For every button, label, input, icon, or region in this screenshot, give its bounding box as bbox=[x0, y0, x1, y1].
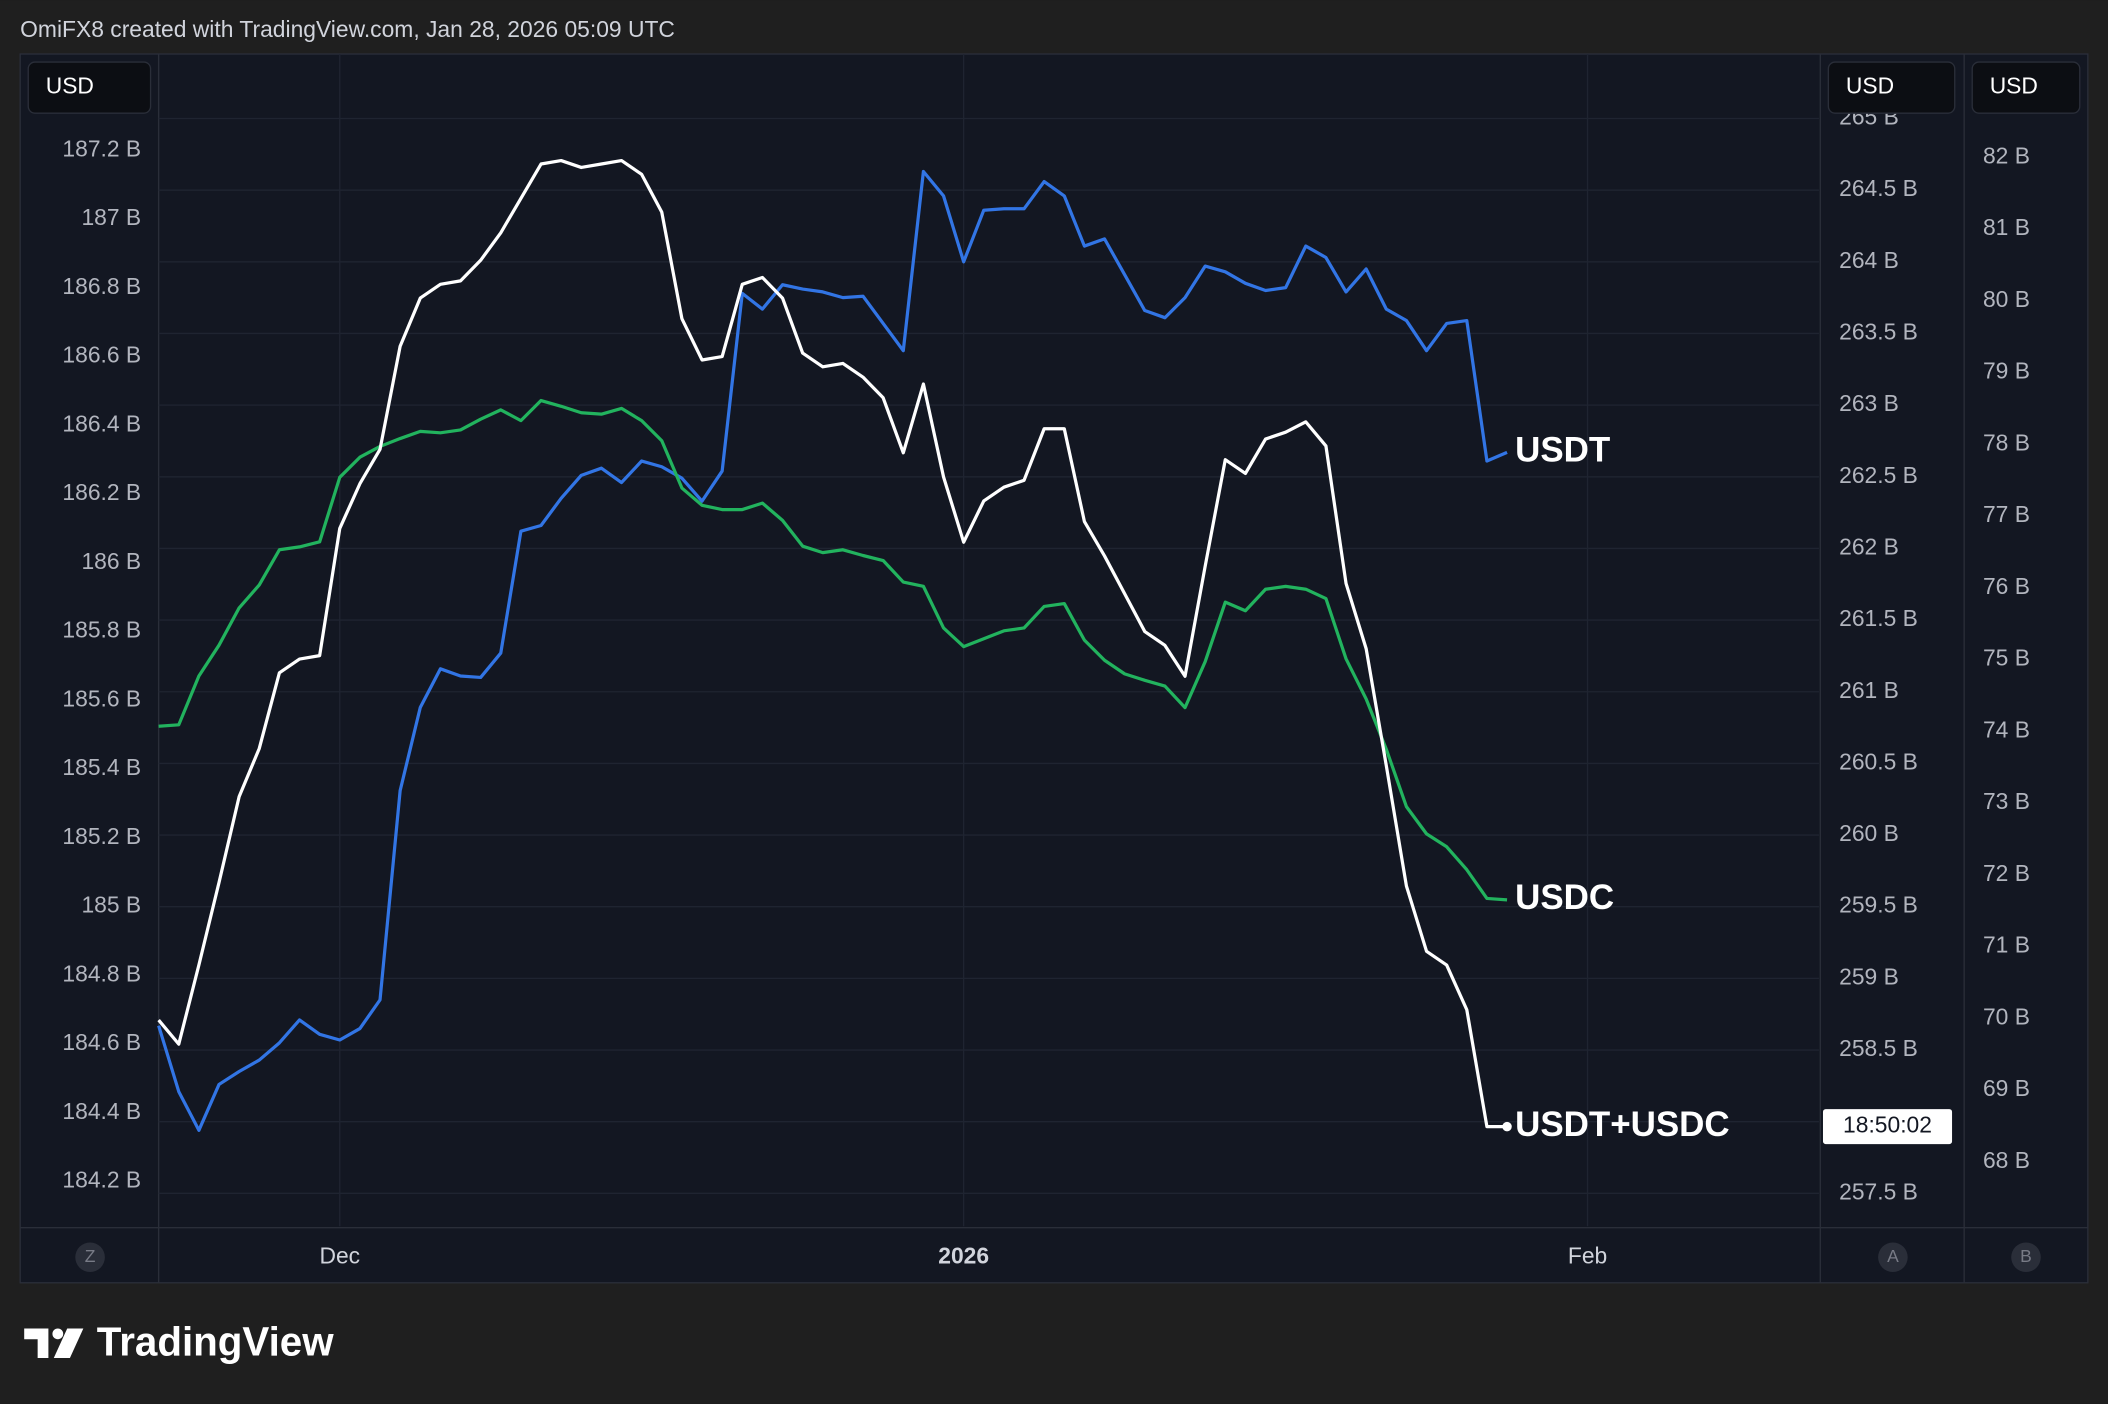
y-tick-label: 262.5 B bbox=[1839, 462, 1918, 488]
scale-button[interactable] bbox=[75, 1242, 105, 1273]
y-tick-label: 264.5 B bbox=[1839, 175, 1918, 201]
scale-button-label[interactable]: Z bbox=[85, 1246, 96, 1266]
y-tick-label: 260 B bbox=[1839, 820, 1899, 846]
y-tick-label: 77 B bbox=[1983, 501, 2030, 527]
y-tick-label: 185.4 B bbox=[62, 754, 141, 780]
y-tick-label: 68 B bbox=[1983, 1147, 2030, 1173]
y-tick-label: 261.5 B bbox=[1839, 605, 1918, 631]
logo-mark bbox=[52, 1328, 64, 1340]
y-tick-label: 260.5 B bbox=[1839, 748, 1918, 774]
y-tick-label: 187.2 B bbox=[62, 135, 141, 161]
y-tick-label: 263.5 B bbox=[1839, 318, 1918, 344]
y-tick-label: 258.5 B bbox=[1839, 1035, 1918, 1061]
series-line bbox=[157, 158, 1508, 1129]
y-tick-label: 82 B bbox=[1983, 142, 2030, 168]
currency-box[interactable] bbox=[1971, 61, 2081, 114]
scale-button-label[interactable]: B bbox=[2020, 1246, 2032, 1266]
currency-label[interactable]: USD bbox=[1846, 73, 1894, 99]
x-tick-label: Dec bbox=[319, 1242, 360, 1268]
y-tick-label: 185 B bbox=[81, 892, 141, 918]
y-tick-label: 69 B bbox=[1983, 1075, 2030, 1101]
y-tick-label: 259 B bbox=[1839, 963, 1899, 989]
y-tick-label: 257.5 B bbox=[1839, 1178, 1918, 1204]
y-tick-label: 76 B bbox=[1983, 573, 2030, 599]
y-tick-label: 186.8 B bbox=[62, 273, 141, 299]
y-tick-label: 78 B bbox=[1983, 429, 2030, 455]
currency-box[interactable] bbox=[1827, 61, 1956, 114]
y-tick-label: 71 B bbox=[1983, 932, 2030, 958]
last-point bbox=[1502, 1121, 1512, 1132]
y-tick-label: 184.4 B bbox=[62, 1098, 141, 1124]
scale-button[interactable] bbox=[1878, 1242, 1908, 1273]
y-tick-label: 262 B bbox=[1839, 533, 1899, 559]
y-tick-label: 264 B bbox=[1839, 247, 1899, 273]
y-tick-label: 185.8 B bbox=[62, 617, 141, 643]
y-tick-label: 72 B bbox=[1983, 860, 2030, 886]
y-tick-label: 186.6 B bbox=[62, 342, 141, 368]
currency-label[interactable]: USD bbox=[46, 73, 94, 99]
y-tick-label: 184.6 B bbox=[62, 1029, 141, 1055]
series-label: USDC bbox=[1515, 878, 1614, 917]
x-tick-label: Feb bbox=[1568, 1242, 1607, 1268]
grid bbox=[158, 54, 1819, 1227]
y-tick-label: 186.2 B bbox=[62, 479, 141, 505]
brand-logo: TradingView bbox=[24, 1318, 334, 1364]
series-line bbox=[158, 398, 1508, 902]
y-tick-label: 74 B bbox=[1983, 716, 2030, 742]
y-tick-label: 81 B bbox=[1983, 214, 2030, 240]
y-tick-label: 75 B bbox=[1983, 645, 2030, 671]
series-line bbox=[157, 169, 1508, 1132]
series-label: USDT+USDC bbox=[1515, 1105, 1730, 1144]
lines: USDT USDC USDT+USDC bbox=[157, 158, 1730, 1144]
y-tick-label: 186.4 B bbox=[62, 410, 141, 436]
y-tick-label: 184.8 B bbox=[62, 960, 141, 986]
brand-name: TradingView bbox=[97, 1318, 334, 1364]
scale-button-label[interactable]: A bbox=[1887, 1246, 1899, 1266]
logo-mark bbox=[53, 1328, 84, 1359]
currency-label[interactable]: USD bbox=[1990, 73, 2038, 99]
y-tick-label: 259.5 B bbox=[1839, 892, 1918, 918]
y-tick-label: 73 B bbox=[1983, 788, 2030, 814]
currency-box[interactable] bbox=[27, 61, 152, 114]
overlay: USD USD USD Z A B 18:50:02 bbox=[27, 61, 2081, 1273]
y-tick-label: 185.2 B bbox=[62, 823, 141, 849]
header: OmiFX8 created with TradingView.com, Jan… bbox=[20, 16, 675, 42]
countdown-box bbox=[1822, 1109, 1953, 1145]
scale-button[interactable] bbox=[2011, 1242, 2041, 1273]
y-tick-label: 70 B bbox=[1983, 1003, 2030, 1029]
y-tick-label: 187 B bbox=[81, 204, 141, 230]
x-tick-label: 2026 bbox=[938, 1242, 989, 1268]
y-tick-label: 185.6 B bbox=[62, 685, 141, 711]
countdown: 18:50:02 bbox=[1843, 1112, 1932, 1138]
y-tick-label: 263 B bbox=[1839, 390, 1899, 416]
y-tick-label: 80 B bbox=[1983, 286, 2030, 312]
y-tick-label: 184.2 B bbox=[62, 1167, 141, 1193]
y-tick-label: 186 B bbox=[81, 548, 141, 574]
y-tick-label: 79 B bbox=[1983, 358, 2030, 384]
logo-mark bbox=[24, 1328, 49, 1359]
series-label: USDT bbox=[1515, 431, 1610, 470]
chart-panel bbox=[19, 53, 2089, 1284]
y-tick-label: 261 B bbox=[1839, 677, 1899, 703]
